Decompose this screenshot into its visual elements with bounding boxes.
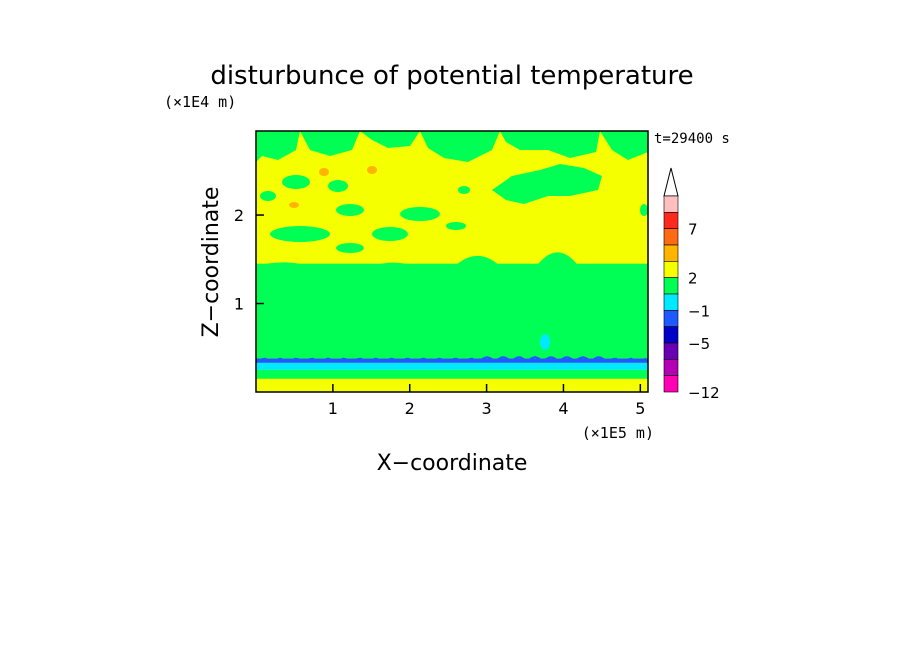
colorbar-label: −5 — [688, 335, 710, 353]
colorbar-swatch — [663, 359, 679, 376]
field-layer — [256, 362, 648, 370]
band-boundary — [256, 252, 648, 282]
x-tick-label: 2 — [405, 399, 415, 418]
colorbar-swatch — [663, 310, 679, 327]
upper-patches — [256, 131, 648, 253]
y-axis-label: Z−coordinate — [199, 187, 224, 338]
colorbar-swatch — [663, 375, 679, 393]
colorbar-extend-arrow — [663, 167, 679, 197]
blue-contour — [255, 356, 647, 363]
y-tick-label: 1 — [234, 295, 244, 314]
colorbar — [663, 167, 679, 393]
x-axis-label: X−coordinate — [377, 451, 528, 476]
field-layer — [256, 378, 648, 392]
y-scale-label: (×1E4 m) — [164, 93, 236, 111]
colorbar-swatch — [663, 244, 679, 262]
colorbar-label: −1 — [688, 302, 710, 320]
plot-area — [255, 130, 649, 393]
x-axis: 1 2 3 4 5 — [328, 384, 645, 418]
colorbar-swatch — [663, 277, 679, 295]
colorbar-swatch — [663, 212, 679, 229]
field-layer — [256, 263, 648, 359]
x-scale-label: (×1E5 m) — [582, 424, 654, 442]
colorbar-swatch — [663, 293, 679, 311]
orange-blobs — [289, 166, 377, 208]
field-layer — [256, 369, 648, 379]
x-tick-label: 3 — [481, 399, 491, 418]
time-label: t=29400 s — [654, 131, 730, 147]
colorbar-swatch — [663, 261, 679, 278]
y-axis: 12 — [234, 206, 264, 314]
colorbar-swatch — [663, 228, 679, 246]
cyan-bubble — [540, 334, 550, 350]
x-tick-label: 5 — [635, 399, 645, 418]
colorbar-swatch — [663, 195, 679, 213]
chart-title: disturbunce of potential temperature — [210, 61, 693, 91]
field-layers — [256, 263, 648, 392]
x-tick-label: 4 — [558, 399, 568, 418]
colorbar-label: −12 — [688, 384, 720, 402]
plot-frame — [255, 130, 649, 393]
colorbar-labels: 7 2 −1 −5 −12 — [688, 221, 720, 402]
colorbar-swatch — [663, 326, 679, 344]
y-tick-label: 2 — [234, 206, 244, 225]
colorbar-label: 2 — [688, 270, 698, 288]
colorbar-label: 7 — [688, 221, 698, 239]
x-tick-label: 1 — [328, 399, 338, 418]
colorbar-swatch — [663, 342, 679, 360]
